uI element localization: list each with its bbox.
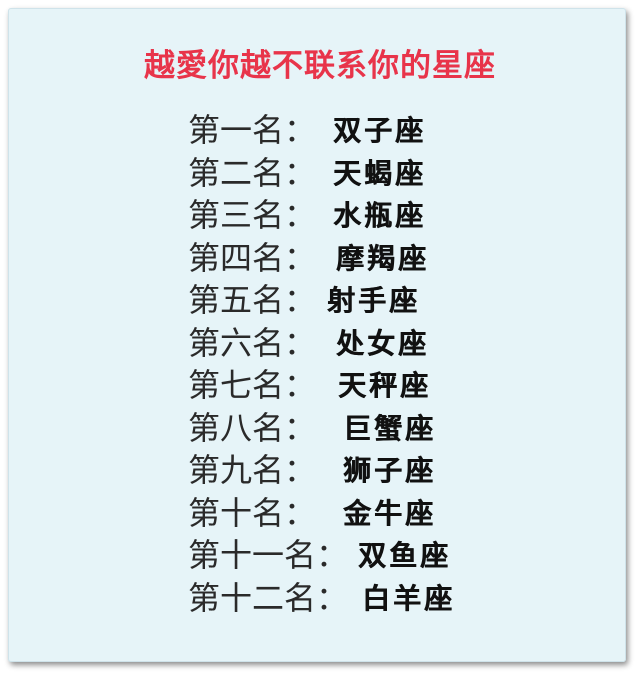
ranking-row: 第九名： 狮子座 bbox=[0, 443, 640, 489]
ranking-row: 第六名： 处女座 bbox=[0, 316, 640, 362]
zodiac-sign: 金牛座 bbox=[343, 496, 437, 530]
ranking-row: 第三名： 水瓶座 bbox=[0, 188, 640, 234]
rank-label: 第七名： bbox=[188, 366, 317, 404]
rank-label: 第十一名： bbox=[188, 536, 349, 574]
rank-label: 第五名： bbox=[188, 281, 317, 319]
zodiac-sign: 巨蟹座 bbox=[343, 411, 437, 445]
zodiac-sign: 天秤座 bbox=[338, 369, 432, 402]
rank-label: 第九名： bbox=[188, 451, 317, 489]
ranking-row: 第八名： 巨蟹座 bbox=[0, 401, 640, 447]
zodiac-sign: 双子座 bbox=[333, 114, 427, 147]
zodiac-sign: 摩羯座 bbox=[336, 241, 430, 275]
zodiac-sign: 处女座 bbox=[336, 326, 430, 360]
zodiac-sign: 天蝎座 bbox=[333, 156, 427, 190]
card-frame bbox=[8, 8, 626, 662]
ranking-row: 第一名： 双子座 bbox=[0, 103, 640, 149]
ranking-row: 第二名： 天蝎座 bbox=[0, 146, 640, 192]
ranking-row: 第七名： 天秤座 bbox=[0, 358, 640, 404]
rank-label: 第二名： bbox=[188, 153, 317, 192]
rank-label: 第十名： bbox=[188, 493, 317, 532]
rank-label: 第四名： bbox=[188, 238, 317, 277]
page-title: 越愛你越不联系你的星座 bbox=[144, 48, 496, 84]
zodiac-sign: 射手座 bbox=[327, 284, 421, 317]
ranking-row: 第五名： 射手座 bbox=[0, 273, 640, 319]
rank-label: 第六名： bbox=[188, 323, 317, 362]
rank-label: 第三名： bbox=[188, 196, 317, 234]
ranking-row: 第十名： 金牛座 bbox=[0, 486, 640, 532]
ranking-row: 第十二名： 白羊座 bbox=[0, 571, 640, 617]
ranking-list: 第一名： 双子座 第二名： 天蝎座 第三名： 水瓶座 第四名： 摩羯座 第五名：… bbox=[0, 103, 640, 617]
ranking-row: 第四名： 摩羯座 bbox=[0, 231, 640, 277]
zodiac-sign: 双鱼座 bbox=[358, 539, 452, 572]
zodiac-sign: 白羊座 bbox=[362, 581, 456, 615]
rank-label: 第十二名： bbox=[188, 578, 349, 617]
ranking-row: 第十一名： 双鱼座 bbox=[0, 528, 640, 574]
rank-label: 第一名： bbox=[188, 111, 317, 149]
rank-label: 第八名： bbox=[188, 408, 317, 447]
zodiac-sign: 水瓶座 bbox=[333, 199, 427, 232]
zodiac-sign: 狮子座 bbox=[343, 454, 437, 487]
